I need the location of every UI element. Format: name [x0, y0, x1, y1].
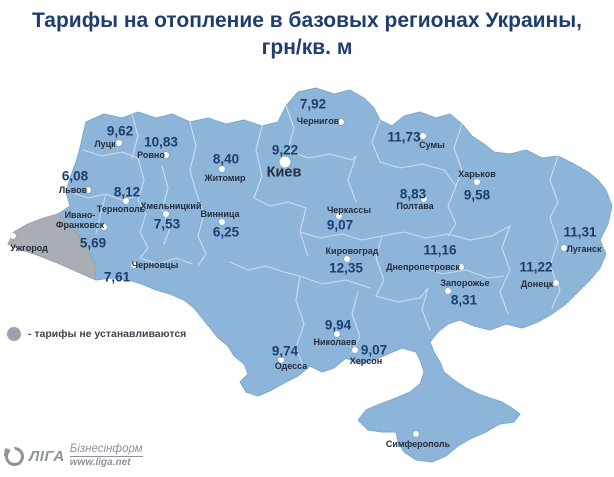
city-dot — [421, 196, 427, 202]
page-title: Тарифы на отопление в базовых регионах У… — [0, 7, 614, 61]
city-tariff-value: 8,83 — [399, 186, 427, 202]
city-dot — [344, 256, 350, 262]
city-tariff-value: 9,74 — [271, 343, 299, 359]
no-tariff-dot-icon — [7, 327, 21, 341]
city-tariff-value: 5,69 — [79, 235, 107, 251]
oblast-borders — [69, 105, 561, 365]
city-dot — [131, 262, 137, 268]
city-name: Луганск — [566, 244, 602, 254]
city-dot — [85, 187, 91, 193]
city-name: Одесса — [274, 361, 308, 371]
city-dot — [219, 219, 225, 225]
city-name: Кировоград — [325, 246, 379, 256]
city-dot — [278, 357, 284, 363]
city-tariff-value: 12,35 — [329, 260, 363, 276]
city-name: Черкассы — [326, 205, 372, 215]
city-tariff-value: 8,40 — [212, 151, 240, 167]
liga-url-text: www.liga.net — [69, 457, 131, 468]
legend-text: - тарифы не устанавливаются — [28, 328, 187, 340]
ukraine-outline — [7, 87, 613, 463]
city-dot — [334, 331, 340, 337]
city-name: Сумы — [419, 140, 445, 150]
city-tariff-value: 10,83 — [144, 134, 178, 150]
city-name: Запорожье — [440, 278, 490, 288]
city-tariff-value: 11,16 — [423, 242, 457, 258]
city-tariff-value: 9,94 — [324, 317, 352, 333]
city-name: Ивано- Франковск — [55, 210, 105, 230]
city-name: Чернигов — [296, 116, 340, 126]
city-tariff-value: 9,62 — [106, 123, 134, 139]
city-dot — [352, 347, 358, 353]
city-dot — [116, 140, 122, 146]
city-name: Луцк — [94, 139, 116, 149]
city-tariff-value: 7,53 — [153, 216, 181, 232]
city-tariff-value: 9,22 — [271, 142, 299, 158]
city-name: Житомир — [204, 173, 246, 183]
legend: - тарифы не устанавливаются — [7, 327, 186, 341]
title-line-1: Тарифы на отопление в базовых регионах У… — [32, 9, 582, 32]
liga-logo: ЛІГА Бізнесінформ www.liga.net — [2, 443, 143, 468]
city-name: Киев — [266, 164, 302, 181]
city-tariff-value: 7,92 — [299, 96, 327, 112]
city-name: Хмельницкий — [140, 201, 202, 211]
city-dot — [163, 152, 169, 158]
city-dot — [219, 166, 225, 172]
title-line-2: грн/кв. м — [261, 36, 353, 59]
city-dot — [163, 211, 169, 217]
liga-subtitle-text: Бізнесінформ — [69, 443, 143, 457]
city-tariff-value: 9,07 — [326, 217, 354, 233]
city-name: Херсон — [349, 356, 383, 366]
city-name: Черновцы — [131, 260, 179, 270]
city-name: Симферополь — [385, 439, 451, 449]
city-dot — [445, 288, 451, 294]
city-tariff-value: 7,61 — [103, 269, 131, 285]
city-name: Тернополь — [96, 204, 146, 214]
city-dot — [561, 245, 567, 251]
city-dot — [10, 233, 16, 239]
city-tariff-value: 9,07 — [360, 342, 388, 358]
city-tariff-value: 6,25 — [212, 224, 240, 240]
city-dot — [338, 119, 344, 125]
city-name: Полтава — [396, 201, 434, 211]
zakarpattia-region-no-tariff — [7, 213, 97, 281]
city-dot — [458, 264, 464, 270]
city-tariff-value: 8,31 — [450, 292, 478, 308]
city-name: Николаев — [313, 337, 357, 347]
city-tariff-value: 11,22 — [519, 259, 553, 275]
city-tariff-value: 9,58 — [463, 187, 491, 203]
city-name: Днепропетровск — [386, 262, 460, 272]
city-name: Донецк — [520, 279, 554, 289]
liga-brand-text: ЛІГА — [29, 447, 65, 465]
city-dot — [413, 431, 419, 437]
city-tariff-value: 11,31 — [563, 224, 597, 240]
city-dot — [279, 156, 291, 168]
city-name: Харьков — [458, 169, 496, 179]
city-name: Винница — [200, 209, 240, 219]
city-tariff-value: 11,73 — [387, 129, 421, 145]
city-dot — [420, 133, 426, 139]
liga-logo-icon — [2, 444, 27, 468]
city-dot — [123, 198, 129, 204]
city-dot — [101, 224, 107, 230]
city-tariff-value: 6,08 — [61, 168, 89, 184]
city-name: Ровно — [137, 150, 165, 160]
city-dot — [474, 179, 480, 185]
city-name: Ужгород — [10, 243, 48, 253]
city-tariff-value: 8,12 — [113, 184, 141, 200]
city-name: Львов — [58, 185, 88, 195]
city-dot — [553, 280, 559, 286]
city-dot — [336, 213, 342, 219]
